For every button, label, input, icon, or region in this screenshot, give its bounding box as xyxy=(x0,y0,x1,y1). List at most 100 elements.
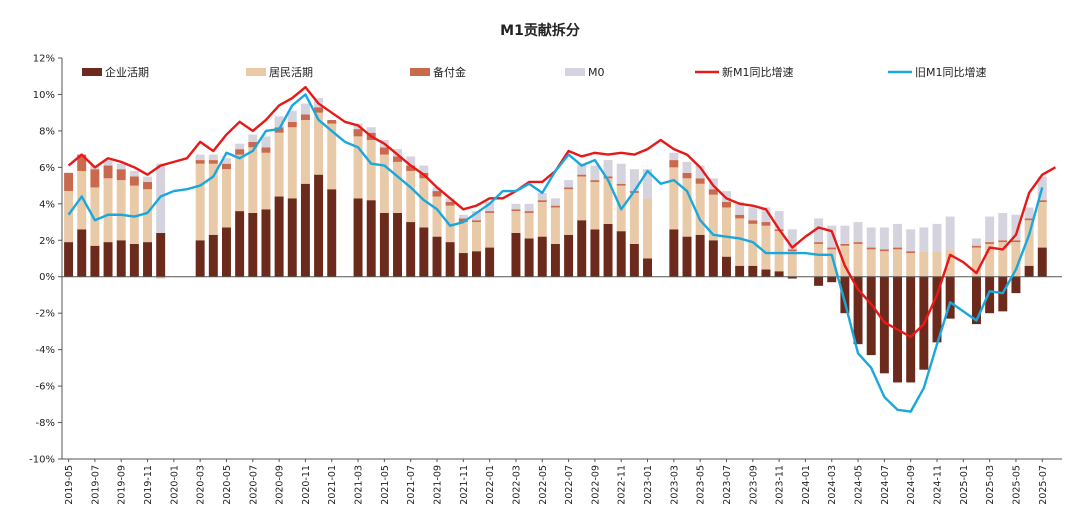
bar-segment-2 xyxy=(103,178,113,243)
bar-segment-3 xyxy=(879,249,889,252)
bar-segment-3 xyxy=(195,160,205,164)
bar-segment-2 xyxy=(524,212,534,239)
legend-label: M0 xyxy=(588,66,605,79)
bar-segment-4 xyxy=(840,225,850,244)
bar-segment-3 xyxy=(511,209,521,212)
x-tick-label: 2023-11 xyxy=(775,465,786,505)
bar-segment-4 xyxy=(1011,214,1021,241)
bar-segment-4 xyxy=(103,160,113,166)
bar-segment-4 xyxy=(287,110,297,122)
bar-segment-4 xyxy=(222,158,231,164)
bar-segment-1 xyxy=(643,258,652,277)
bar-segment-2 xyxy=(577,176,587,221)
bar-segment-2 xyxy=(274,132,284,197)
bar-segment-4 xyxy=(550,198,560,206)
y-tick-label: 8% xyxy=(39,126,55,137)
bar-segment-2 xyxy=(643,198,652,259)
y-tick-label: -10% xyxy=(29,455,55,466)
legend: 企业活期 居民活期 备付金 M0 新M1同比增速 旧M1同比增速 xyxy=(82,65,987,79)
bar-segment-3 xyxy=(472,220,481,223)
x-tick-label: 2019-05 xyxy=(64,465,75,505)
bar-segment-2 xyxy=(393,161,402,213)
x-tick-label: 2023-05 xyxy=(696,465,707,505)
line-series-2 xyxy=(67,93,1044,413)
bar-segment-2 xyxy=(866,249,876,277)
bar-segment-4 xyxy=(972,238,981,246)
bar-segment-1 xyxy=(787,276,797,279)
bar-segment-4 xyxy=(300,103,310,115)
x-tick-label: 2020-09 xyxy=(275,465,286,505)
bar-segment-2 xyxy=(208,163,218,235)
bar-segment-2 xyxy=(195,163,205,241)
bar-segment-2 xyxy=(458,222,468,254)
bar-segment-1 xyxy=(564,234,574,277)
bar-segment-4 xyxy=(761,207,771,223)
bar-segment-4 xyxy=(985,216,995,243)
y-tick-label: 2% xyxy=(39,236,55,247)
bar-segment-3 xyxy=(814,242,824,244)
bar-segment-3 xyxy=(695,178,705,184)
bar-segment-1 xyxy=(287,198,297,277)
bar-segment-2 xyxy=(590,181,600,230)
bar-segment-3 xyxy=(537,200,547,202)
bar-segment-1 xyxy=(248,212,258,277)
legend-label: 企业活期 xyxy=(105,65,149,79)
bar-segment-1 xyxy=(64,242,74,277)
bar-segment-1 xyxy=(103,242,113,277)
bar-segment-3 xyxy=(432,191,442,197)
bar-segment-4 xyxy=(682,161,692,173)
x-tick-label: 2023-01 xyxy=(643,465,654,505)
bar-segment-3 xyxy=(103,165,113,179)
bar-segment-1 xyxy=(511,232,521,277)
bar-segment-4 xyxy=(906,229,916,252)
bar-segment-2 xyxy=(814,243,824,277)
bar-segment-4 xyxy=(511,203,521,210)
bar-segment-3 xyxy=(64,172,74,192)
x-tick-label: 2024-09 xyxy=(906,465,917,505)
bar-segment-3 xyxy=(866,247,876,250)
bar-segment-1 xyxy=(379,212,389,277)
x-tick-label: 2023-07 xyxy=(722,465,733,505)
bar-segment-4 xyxy=(853,222,863,243)
bar-segment-1 xyxy=(274,196,284,277)
bar-segment-3 xyxy=(669,160,679,168)
x-tick-label: 2020-11 xyxy=(301,465,312,505)
bar-segment-4 xyxy=(603,160,613,177)
bar-segment-3 xyxy=(787,249,797,252)
bar-segment-4 xyxy=(261,136,271,148)
bar-segment-1 xyxy=(472,251,481,277)
bar-segment-1 xyxy=(195,240,205,277)
bar-segment-1 xyxy=(853,276,863,345)
x-tick-label: 2021-07 xyxy=(406,465,417,505)
bar-segment-4 xyxy=(893,223,902,248)
bar-segment-1 xyxy=(761,269,771,277)
bar-segment-4 xyxy=(1024,207,1034,219)
y-tick-label: -2% xyxy=(36,309,55,320)
bar-segment-3 xyxy=(985,242,995,244)
bar-segment-2 xyxy=(156,276,166,279)
y-tick-label: 10% xyxy=(33,90,55,101)
bar-segment-3 xyxy=(735,214,745,219)
x-tick-label: 2020-07 xyxy=(248,465,259,505)
x-tick-label: 2019-07 xyxy=(90,465,101,505)
bar-segment-1 xyxy=(695,234,705,277)
bar-segment-4 xyxy=(524,203,534,212)
bar-segment-2 xyxy=(379,154,389,213)
bar-segment-4 xyxy=(722,191,731,202)
bar-segment-1 xyxy=(116,240,126,277)
bar-segment-2 xyxy=(827,249,837,277)
bar-segment-2 xyxy=(353,136,363,199)
bar-segment-3 xyxy=(564,187,574,190)
legend-swatch xyxy=(410,68,430,76)
x-tick-label: 2022-01 xyxy=(485,465,496,505)
y-tick-label: 4% xyxy=(39,199,55,210)
bar-segment-1 xyxy=(235,211,245,277)
bar-segment-1 xyxy=(327,189,337,277)
bar-segment-3 xyxy=(708,189,718,195)
bar-segment-1 xyxy=(208,234,218,277)
x-tick-label: 2019-09 xyxy=(117,465,128,505)
bar-segment-2 xyxy=(90,187,100,246)
bar-segment-4 xyxy=(235,143,245,150)
bar-segment-2 xyxy=(485,212,495,248)
